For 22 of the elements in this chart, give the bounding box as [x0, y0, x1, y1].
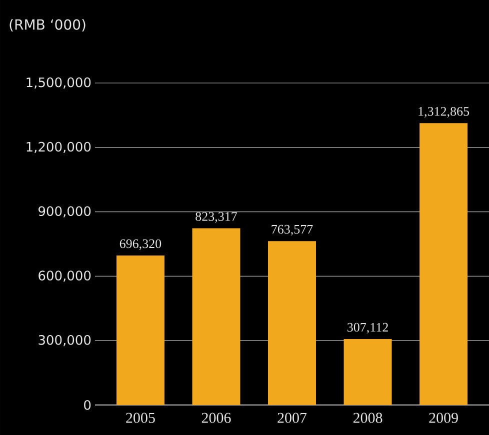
data-label: 823,317 — [196, 212, 237, 223]
bar — [116, 256, 164, 405]
bar — [344, 339, 392, 405]
data-label: 696,320 — [120, 239, 162, 250]
x-tick-label: 2005 — [126, 412, 155, 423]
y-tick-label: 900,000 — [38, 206, 91, 218]
bar — [268, 241, 316, 405]
bar — [420, 123, 468, 405]
y-tick-label: 300,000 — [38, 335, 91, 346]
bar — [192, 228, 240, 405]
x-tick-label: 2006 — [202, 412, 231, 423]
data-label: 1,312,865 — [418, 106, 470, 118]
data-label: 307,112 — [348, 322, 388, 334]
x-tick-label: 2009 — [429, 412, 458, 423]
y-tick-label: 600,000 — [38, 270, 91, 282]
x-tick-label: 2008 — [353, 412, 382, 423]
y-tick-label: 0 — [84, 400, 91, 410]
y-axis-title: (RMB ‘000) — [10, 18, 86, 32]
x-tick-label: 2007 — [278, 412, 307, 423]
y-tick-label: 1,200,000 — [26, 142, 91, 153]
data-label: 763,577 — [272, 224, 313, 236]
y-tick-label: 1,500,000 — [26, 77, 91, 89]
